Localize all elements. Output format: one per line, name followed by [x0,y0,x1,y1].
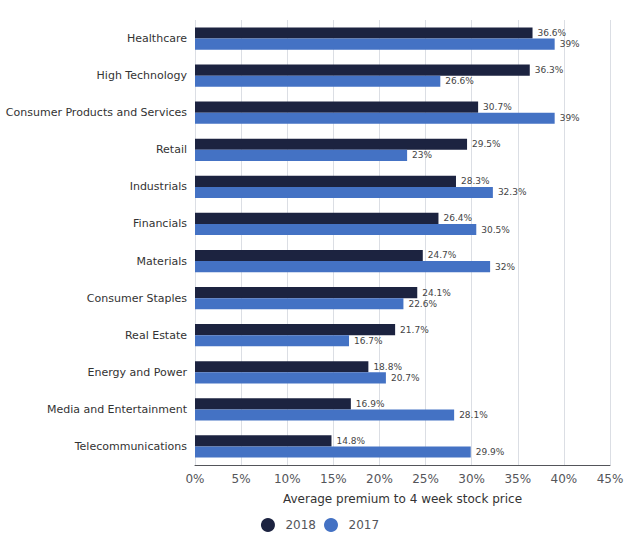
svg-text:30.7%: 30.7% [483,102,512,112]
svg-text:20%: 20% [366,472,393,486]
svg-text:Industrials: Industrials [130,180,188,193]
svg-text:36.3%: 36.3% [535,65,564,75]
svg-text:Consumer Staples: Consumer Staples [87,292,187,305]
svg-text:36.6%: 36.6% [538,28,567,38]
svg-text:2017: 2017 [349,518,380,532]
svg-text:15%: 15% [320,472,347,486]
svg-text:Energy and Power: Energy and Power [88,366,188,379]
svg-text:25%: 25% [412,472,439,486]
svg-text:39%: 39% [560,113,580,123]
svg-text:30%: 30% [458,472,485,486]
svg-text:28.1%: 28.1% [459,410,488,420]
svg-text:32%: 32% [495,262,515,272]
svg-text:23%: 23% [412,150,432,160]
svg-text:32.3%: 32.3% [498,187,527,197]
svg-text:40%: 40% [551,472,578,486]
svg-text:Average premium to 4 week stoc: Average premium to 4 week stock price [283,492,522,506]
svg-text:16.7%: 16.7% [354,336,383,346]
svg-text:24.7%: 24.7% [428,250,457,260]
svg-text:29.9%: 29.9% [476,447,505,457]
svg-text:Consumer Products and Services: Consumer Products and Services [6,106,187,119]
svg-text:45%: 45% [597,472,624,486]
svg-text:30.5%: 30.5% [481,225,510,235]
svg-text:Healthcare: Healthcare [127,32,187,45]
svg-text:22.6%: 22.6% [408,299,437,309]
svg-text:39%: 39% [560,39,580,49]
svg-text:14.8%: 14.8% [336,436,365,446]
svg-text:0%: 0% [185,472,204,486]
svg-text:28.3%: 28.3% [461,176,490,186]
svg-text:Real Estate: Real Estate [125,329,187,342]
svg-text:5%: 5% [232,472,251,486]
svg-text:29.5%: 29.5% [472,139,501,149]
svg-text:2018: 2018 [285,518,316,532]
svg-text:21.7%: 21.7% [400,325,429,335]
svg-text:20.7%: 20.7% [391,373,420,383]
svg-text:26.4%: 26.4% [443,213,472,223]
svg-text:18.8%: 18.8% [373,362,402,372]
svg-text:Media and Entertainment: Media and Entertainment [47,403,188,416]
svg-text:Materials: Materials [137,255,188,268]
svg-text:10%: 10% [274,472,301,486]
svg-text:16.9%: 16.9% [356,399,385,409]
svg-text:26.6%: 26.6% [445,76,474,86]
svg-text:Retail: Retail [156,143,187,156]
svg-text:35%: 35% [504,472,531,486]
svg-text:Telecommunications: Telecommunications [74,440,188,453]
svg-text:Financials: Financials [133,217,187,230]
svg-text:High Technology: High Technology [97,69,188,82]
svg-text:24.1%: 24.1% [422,288,451,298]
